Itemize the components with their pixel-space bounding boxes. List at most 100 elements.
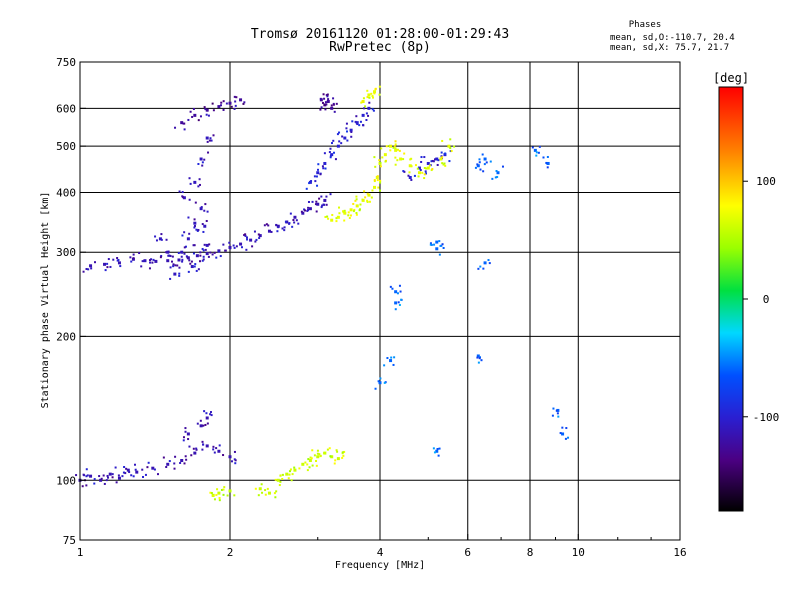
data-point xyxy=(355,121,359,125)
data-point xyxy=(371,96,374,99)
data-point xyxy=(217,105,221,109)
data-point xyxy=(349,208,353,212)
data-point xyxy=(485,161,488,164)
data-point xyxy=(323,97,326,100)
data-point xyxy=(106,262,109,265)
data-point xyxy=(104,269,107,272)
data-point xyxy=(195,448,198,451)
data-point xyxy=(394,290,398,294)
data-point xyxy=(188,177,191,180)
data-point xyxy=(203,224,207,228)
data-point xyxy=(389,149,392,152)
data-point xyxy=(212,445,215,448)
data-point xyxy=(210,492,213,495)
data-point xyxy=(216,488,219,491)
data-point xyxy=(423,177,426,180)
data-point xyxy=(276,230,279,233)
data-point xyxy=(174,126,177,129)
data-point xyxy=(298,467,301,470)
data-point xyxy=(75,474,78,477)
data-point xyxy=(315,175,318,178)
data-point xyxy=(329,147,332,150)
data-point xyxy=(266,487,269,490)
data-point xyxy=(561,426,564,429)
data-point xyxy=(183,231,186,234)
data-point xyxy=(102,474,105,477)
data-point xyxy=(177,252,180,255)
data-point xyxy=(174,264,177,267)
data-point xyxy=(394,143,397,146)
data-point xyxy=(165,466,168,469)
data-point xyxy=(201,448,204,451)
data-point xyxy=(565,427,568,430)
data-point xyxy=(403,170,406,173)
data-point xyxy=(201,440,204,443)
data-point xyxy=(374,387,377,390)
data-point xyxy=(188,198,191,201)
y-tick-label: 600 xyxy=(56,102,76,115)
data-point xyxy=(124,472,127,475)
data-point xyxy=(352,202,355,205)
data-point xyxy=(355,213,358,216)
data-point xyxy=(314,203,317,206)
data-point xyxy=(181,258,184,261)
y-tick-label: 300 xyxy=(56,246,76,259)
data-point xyxy=(197,268,200,271)
data-point xyxy=(310,457,313,460)
data-point xyxy=(203,209,206,212)
data-point xyxy=(212,134,215,137)
data-point xyxy=(366,200,369,203)
data-point xyxy=(215,494,218,497)
data-point xyxy=(191,115,194,118)
series-o-mode-upper-branch xyxy=(174,93,338,131)
data-point xyxy=(377,186,380,189)
data-point xyxy=(201,223,204,226)
data-point xyxy=(144,473,147,476)
data-point xyxy=(375,175,379,179)
data-point xyxy=(279,480,282,483)
data-point xyxy=(189,182,192,185)
data-point xyxy=(477,267,480,270)
data-point xyxy=(448,160,451,163)
data-point xyxy=(205,136,209,140)
data-point xyxy=(546,166,549,169)
data-point xyxy=(371,108,374,111)
data-point xyxy=(207,151,210,154)
data-point xyxy=(234,462,237,465)
data-point xyxy=(437,454,440,457)
data-point xyxy=(326,95,329,98)
data-point xyxy=(487,259,490,262)
data-point xyxy=(173,272,177,276)
data-point xyxy=(198,260,201,263)
data-point xyxy=(192,244,195,247)
data-points xyxy=(75,85,570,502)
data-point xyxy=(225,102,228,105)
data-point xyxy=(346,130,349,133)
data-point xyxy=(324,108,327,111)
data-point xyxy=(258,234,262,238)
data-point xyxy=(453,145,456,148)
data-point xyxy=(182,439,185,442)
data-point xyxy=(361,100,364,103)
data-point xyxy=(556,412,559,415)
data-point xyxy=(197,228,200,231)
data-point xyxy=(125,467,128,470)
data-point xyxy=(180,255,183,258)
grid-lines xyxy=(80,62,680,540)
data-point xyxy=(545,161,548,164)
x-tick-label: 1 xyxy=(77,546,84,559)
data-point xyxy=(306,463,309,466)
data-point xyxy=(398,149,401,152)
data-point xyxy=(107,476,110,479)
data-point xyxy=(211,102,214,105)
x-tick-label: 2 xyxy=(227,546,234,559)
data-point xyxy=(333,110,336,113)
data-point xyxy=(202,249,205,252)
data-point xyxy=(438,447,441,450)
data-point xyxy=(180,250,184,254)
data-point xyxy=(276,478,280,482)
data-point xyxy=(254,240,257,243)
data-point xyxy=(394,140,397,143)
data-point xyxy=(154,259,158,263)
data-point xyxy=(132,257,135,260)
